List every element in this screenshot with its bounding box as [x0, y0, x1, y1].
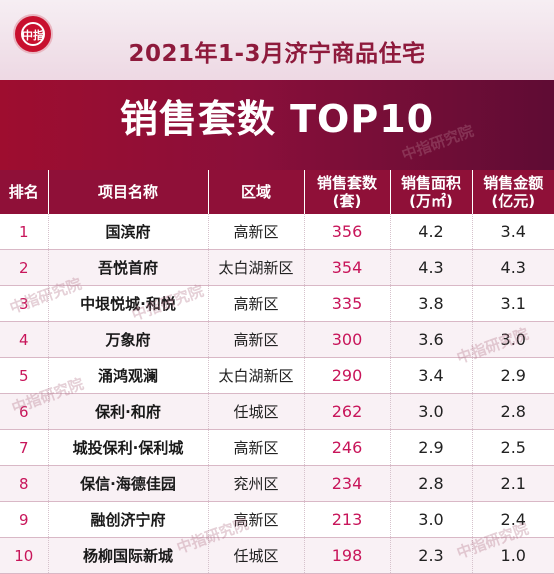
- rank-cell: 9: [0, 501, 49, 538]
- name-cell: 融创济宁府: [48, 501, 209, 538]
- amount-cell: 2.8: [472, 393, 554, 430]
- table-row: 4 万象府 高新区 300 3.6 3.0: [0, 321, 554, 358]
- table-row: 8 保信·海德佳园 兖州区 234 2.8 2.1: [0, 465, 554, 502]
- units-cell: 300: [304, 321, 391, 358]
- name-cell: 保信·海德佳园: [48, 465, 209, 502]
- district-cell: 高新区: [208, 214, 305, 250]
- district-cell: 任城区: [208, 393, 305, 430]
- column-header-area: 销售面积 (万㎡): [390, 170, 473, 214]
- name-cell: 中垠悦城·和悦: [48, 285, 209, 322]
- table-row: 6 保利·和府 任城区 262 3.0 2.8: [0, 393, 554, 430]
- rank-cell: 4: [0, 321, 49, 358]
- page-subtitle: 2021年1-3月济宁商品住宅: [128, 41, 426, 67]
- column-header-name: 项目名称: [48, 170, 209, 214]
- title-band: [0, 80, 554, 170]
- name-cell: 吾悦首府: [48, 249, 209, 286]
- column-header-rank: 排名: [0, 170, 49, 214]
- units-cell: 335: [304, 285, 391, 322]
- amount-cell: 2.4: [472, 501, 554, 538]
- amount-cell: 2.5: [472, 429, 554, 466]
- amount-cell: 3.1: [472, 285, 554, 322]
- area-cell: 3.0: [390, 393, 473, 430]
- amount-cell: 4.3: [472, 249, 554, 286]
- area-cell: 2.3: [390, 537, 473, 574]
- name-cell: 保利·和府: [48, 393, 209, 430]
- table-row: 2 吾悦首府 太白湖新区 354 4.3 4.3: [0, 249, 554, 286]
- name-cell: 国滨府: [48, 214, 209, 250]
- rank-cell: 3: [0, 285, 49, 322]
- rank-cell: 5: [0, 357, 49, 394]
- area-cell: 2.9: [390, 429, 473, 466]
- table-row: 7 城投保利·保利城 高新区 246 2.9 2.5: [0, 429, 554, 466]
- amount-cell: 2.1: [472, 465, 554, 502]
- column-header-district: 区域: [208, 170, 305, 214]
- amount-cell: 2.9: [472, 357, 554, 394]
- table-row: 10 杨柳国际新城 任城区 198 2.3 1.0: [0, 537, 554, 574]
- name-cell: 城投保利·保利城: [48, 429, 209, 466]
- units-cell: 354: [304, 249, 391, 286]
- ranking-table: 排名 项目名称 区域 销售套数 (套) 销售面积 (万㎡) 销售金额 (亿元) 1 国滨…: [0, 170, 554, 574]
- area-cell: 4.3: [390, 249, 473, 286]
- page-title: 销售套数 TOP10: [119, 97, 435, 141]
- area-cell: 3.8: [390, 285, 473, 322]
- district-cell: 兖州区: [208, 465, 305, 502]
- table-row: 1 国滨府 高新区 356 4.2 3.4: [0, 214, 554, 250]
- district-cell: 高新区: [208, 501, 305, 538]
- rank-cell: 2: [0, 249, 49, 286]
- units-cell: 246: [304, 429, 391, 466]
- units-cell: 198: [304, 537, 391, 574]
- units-cell: 234: [304, 465, 391, 502]
- rank-cell: 8: [0, 465, 49, 502]
- name-cell: 涌鸿观澜: [48, 357, 209, 394]
- name-cell: 杨柳国际新城: [48, 537, 209, 574]
- logo-text: 中指: [22, 29, 44, 42]
- logo-icon: 中指: [13, 14, 53, 54]
- area-cell: 3.6: [390, 321, 473, 358]
- amount-cell: 3.4: [472, 214, 554, 250]
- table-row: 5 涌鸿观澜 太白湖新区 290 3.4 2.9: [0, 357, 554, 394]
- area-cell: 2.8: [390, 465, 473, 502]
- district-cell: 高新区: [208, 429, 305, 466]
- amount-cell: 1.0: [472, 537, 554, 574]
- units-cell: 290: [304, 357, 391, 394]
- column-header-units: 销售套数 (套): [304, 170, 391, 214]
- area-cell: 4.2: [390, 214, 473, 250]
- header-banner: 中指 2021年1-3月济宁商品住宅 销售套数 TOP10 中指研究院: [0, 0, 554, 170]
- rank-cell: 10: [0, 537, 49, 574]
- units-cell: 356: [304, 214, 391, 250]
- rank-cell: 6: [0, 393, 49, 430]
- units-cell: 262: [304, 393, 391, 430]
- rank-cell: 1: [0, 214, 49, 250]
- district-cell: 太白湖新区: [208, 357, 305, 394]
- table-row: 3 中垠悦城·和悦 高新区 335 3.8 3.1: [0, 285, 554, 322]
- district-cell: 高新区: [208, 285, 305, 322]
- area-cell: 3.4: [390, 357, 473, 394]
- units-cell: 213: [304, 501, 391, 538]
- table-header-row: 排名 项目名称 区域 销售套数 (套) 销售面积 (万㎡) 销售金额 (亿元): [0, 170, 554, 214]
- area-cell: 3.0: [390, 501, 473, 538]
- amount-cell: 3.0: [472, 321, 554, 358]
- rank-cell: 7: [0, 429, 49, 466]
- district-cell: 太白湖新区: [208, 249, 305, 286]
- column-header-amount: 销售金额 (亿元): [472, 170, 554, 214]
- table-row: 9 融创济宁府 高新区 213 3.0 2.4: [0, 501, 554, 538]
- name-cell: 万象府: [48, 321, 209, 358]
- district-cell: 高新区: [208, 321, 305, 358]
- district-cell: 任城区: [208, 537, 305, 574]
